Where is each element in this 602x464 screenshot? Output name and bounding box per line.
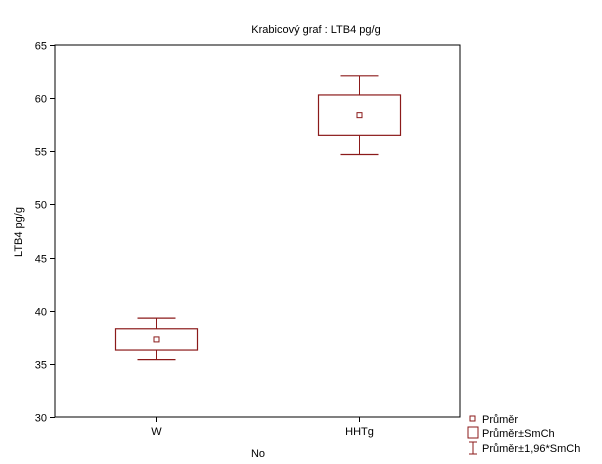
legend-box-icon: [467, 426, 479, 439]
mean-marker: [356, 112, 363, 119]
box-W: [114, 317, 199, 361]
x-tick-label: HHTg: [345, 426, 374, 438]
chart-title: Krabicový graf : LTB4 pg/g: [251, 24, 380, 36]
x-axis-label: No: [251, 448, 265, 459]
mean-marker: [153, 336, 160, 343]
y-tick-label: 65: [35, 41, 47, 53]
y-tick-label: 40: [35, 307, 47, 319]
legend-mean-icon: [469, 415, 476, 422]
y-tick-label: 30: [35, 413, 47, 425]
legend-item: Průměr±SmCh: [467, 426, 555, 440]
y-tick-label: 45: [35, 254, 47, 266]
y-axis-label: LTB4 pg/g: [13, 207, 25, 257]
plot-area: [54, 44, 461, 418]
box-HHTg: [317, 75, 402, 156]
boxes-layer: [114, 75, 402, 361]
box-se: [317, 94, 402, 136]
y-tick-label: 60: [35, 94, 47, 106]
y-axis: 30 35 40 45 50 55 60 65: [35, 41, 55, 425]
y-tick-label: 55: [35, 147, 47, 159]
legend-label: Průměr: [482, 414, 518, 426]
legend-label: Průměr±SmCh: [482, 428, 555, 440]
x-tick-label: W: [151, 426, 162, 438]
legend-item: Průměr: [469, 414, 518, 426]
y-tick-label: 35: [35, 360, 47, 372]
box-se: [114, 328, 199, 351]
legend-label: Průměr±1,96*SmCh: [482, 443, 580, 455]
y-tick-label: 50: [35, 200, 47, 212]
legend-item: Průměr±1,96*SmCh: [469, 441, 580, 455]
legend: Průměr Průměr±SmCh Průměr±1,96*SmCh: [467, 414, 580, 455]
x-axis: W HHTg: [151, 417, 374, 438]
